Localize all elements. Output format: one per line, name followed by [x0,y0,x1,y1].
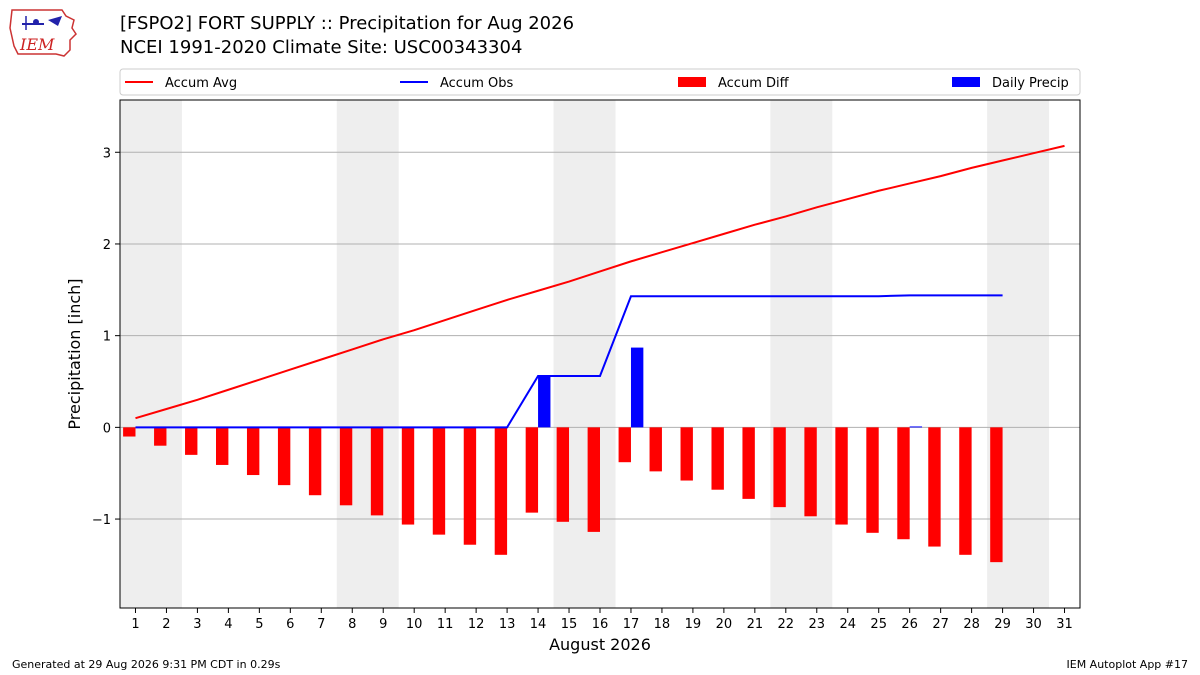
accum-diff-bar [742,427,755,499]
weekend-shade [336,100,399,608]
accum-diff-bar [277,427,291,486]
x-tick-label: 13 [499,617,516,632]
x-tick-label: 23 [809,617,826,632]
accum-diff-bar [370,427,384,516]
x-tick-label: 22 [778,617,795,632]
y-tick-label: 1 [103,330,111,345]
y-tick-label: −1 [92,513,111,528]
x-tick-label: 12 [468,617,485,632]
y-tick-label: 0 [103,421,111,436]
accum-diff-bar [618,427,631,463]
accum-diff-bar [401,427,415,525]
accum-obs-line [135,294,1003,429]
x-tick-label: 24 [839,617,856,632]
accum-diff-bar [711,427,724,490]
accum-diff-bar [494,427,508,555]
iem-logo: IEM [8,6,80,58]
weekend-shade [770,100,833,608]
x-tick-label: 26 [901,617,918,632]
accum-diff-bar [525,427,539,513]
x-tick-label: 6 [286,617,294,632]
legend-label: Accum Diff [718,76,790,91]
accum-diff-bar [339,427,353,506]
accum-diff-bar [308,427,322,496]
x-tick-label: 9 [379,617,387,632]
accum-diff-bar [680,427,693,481]
accum-diff-bar [897,427,910,540]
x-tick-label: 29 [994,617,1011,632]
legend-label: Daily Precip [992,76,1069,91]
accum-diff-bar [246,427,260,476]
legend-swatch-accum-diff [678,77,706,87]
accum-avg-line [135,144,1065,420]
y-axis-label: Precipitation [inch] [65,278,84,429]
accum-diff-bar [804,427,817,517]
accum-diff-bar [216,427,229,465]
x-tick-label: 11 [437,617,454,632]
accum-diff-bar [463,427,477,545]
x-tick-label: 15 [561,617,578,632]
weekend-shade [553,100,616,608]
x-tick-label: 14 [530,617,547,632]
accum-diff-bar [649,427,662,472]
x-tick-label: 2 [162,617,170,632]
x-tick-label: 27 [932,617,949,632]
x-tick-label: 7 [317,617,325,632]
x-tick-label: 17 [623,617,640,632]
accum-diff-bar [587,427,600,532]
x-tick-label: 10 [406,617,423,632]
x-tick-label: 28 [963,617,980,632]
x-tick-label: 25 [870,617,887,632]
app-credit: IEM Autoplot App #17 [1066,658,1189,671]
legend-label: Accum Avg [165,76,237,91]
logo-text: IEM [19,35,55,54]
x-tick-label: 18 [654,617,671,632]
y-tick-label: 2 [103,238,111,253]
daily-precip-bar [538,376,551,428]
x-tick-label: 31 [1056,617,1073,632]
accum-diff-bar [990,427,1003,563]
accum-diff-bar [556,427,570,522]
legend-label: Accum Obs [440,76,513,91]
accum-diff-bar [773,427,786,508]
x-tick-label: 16 [592,617,609,632]
x-tick-label: 8 [348,617,356,632]
accum-diff-bar [432,427,446,535]
accum-diff-bar [185,427,198,455]
chart-subtitle: NCEI 1991-2020 Climate Site: USC00343304 [120,37,523,58]
daily-precip-bar [909,426,923,428]
x-tick-label: 3 [193,617,201,632]
y-tick-label: 3 [103,146,111,161]
x-tick-label: 1 [131,617,139,632]
weekend-shade [120,100,182,608]
x-tick-label: 20 [716,617,733,632]
x-axis-label: August 2026 [549,635,651,654]
legend [119,68,1081,96]
x-tick-label: 21 [747,617,764,632]
accum-diff-bar [866,427,879,533]
accum-diff-bar [154,427,167,446]
accum-diff-bar [959,427,972,555]
x-tick-label: 30 [1025,617,1042,632]
chart-title: [FSPO2] FORT SUPPLY :: Precipitation for… [120,13,575,34]
accum-diff-bar [928,427,941,547]
x-tick-label: 5 [255,617,263,632]
generated-timestamp: Generated at 29 Aug 2026 9:31 PM CDT in … [12,658,281,671]
legend-swatch-daily-precip [952,77,980,87]
x-tick-label: 4 [224,617,232,632]
accum-diff-bar [123,427,136,437]
x-tick-label: 19 [685,617,702,632]
accum-diff-bar [835,427,848,525]
daily-precip-bar [630,347,644,428]
